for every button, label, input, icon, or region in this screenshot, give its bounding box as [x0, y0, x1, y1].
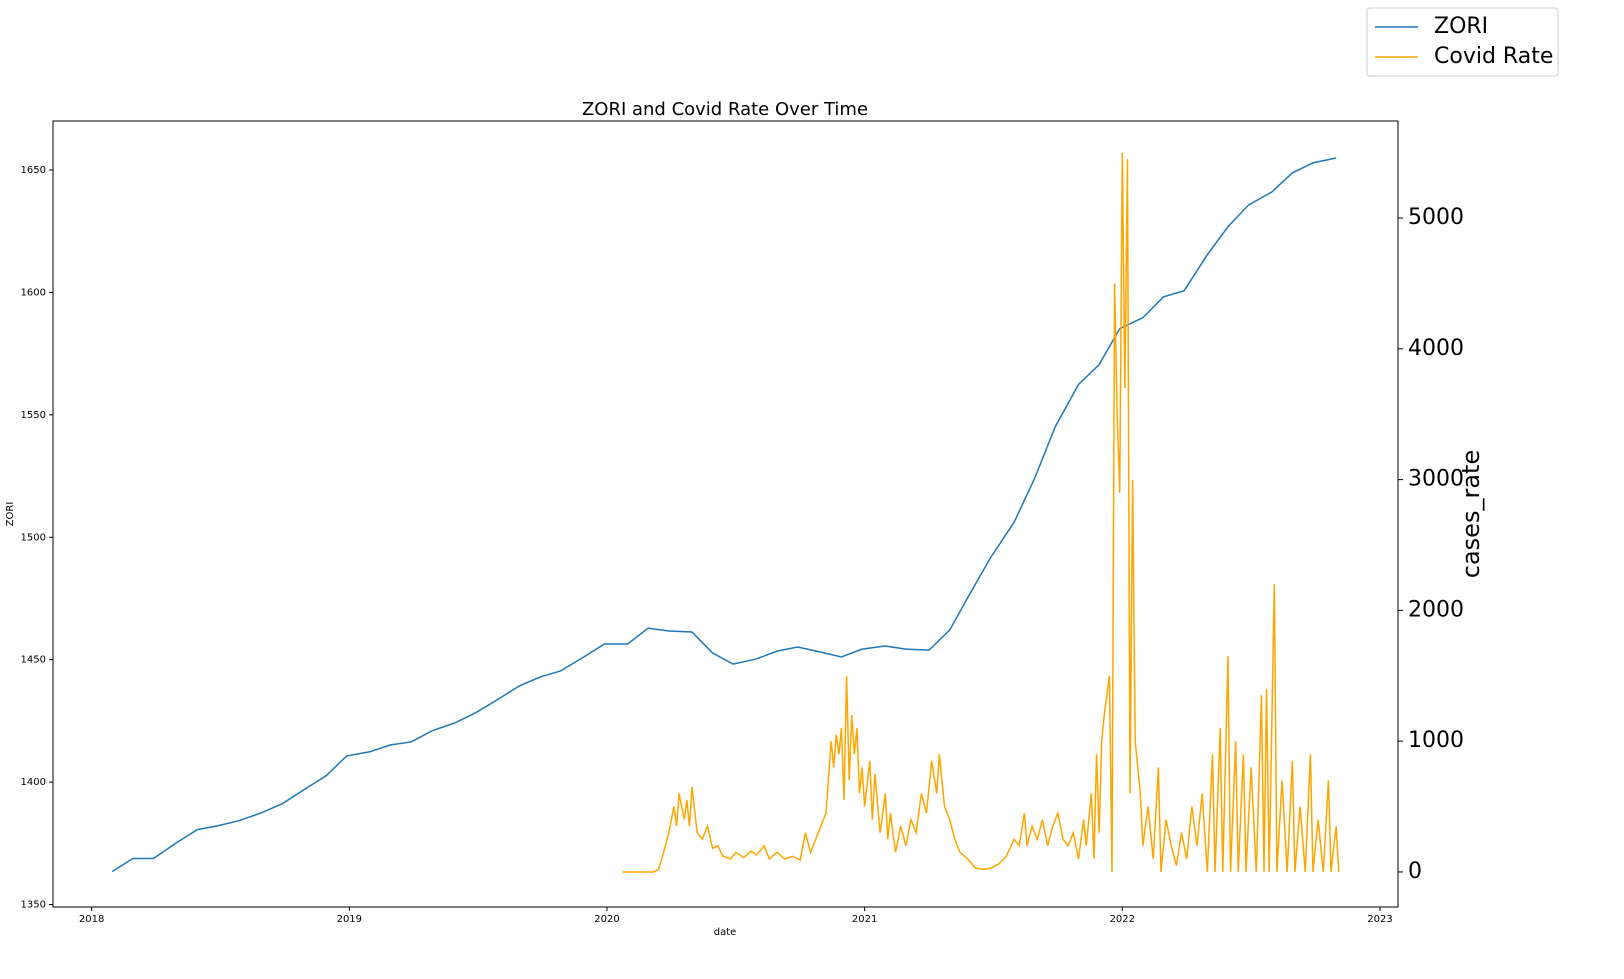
- y2-tick-label: 5000: [1408, 205, 1464, 230]
- y2-tick-label: 4000: [1408, 336, 1464, 361]
- x-axis-label: date: [714, 927, 737, 938]
- y-tick-label: 1450: [21, 655, 46, 666]
- x-tick-label: 2019: [337, 914, 362, 925]
- y2-tick-label: 3000: [1408, 467, 1464, 492]
- legend-label: Covid Rate: [1434, 44, 1553, 69]
- y-tick-label: 1350: [21, 900, 46, 911]
- x-tick-label: 2020: [594, 914, 619, 925]
- series-line: [622, 152, 1340, 873]
- y-tick-label: 1600: [21, 287, 46, 298]
- legend-label: ZORI: [1434, 14, 1488, 39]
- legend-box: [1366, 7, 1559, 77]
- chart-title: ZORI and Covid Rate Over Time: [582, 99, 868, 120]
- y-tick-label: 1500: [21, 532, 46, 543]
- x-tick-label: 2021: [852, 914, 877, 925]
- y-tick-label: 1550: [21, 410, 46, 421]
- y2-tick-label: 2000: [1408, 597, 1464, 622]
- x-tick-label: 2018: [79, 914, 104, 925]
- x-tick-label: 2023: [1367, 914, 1392, 925]
- y2-axis-label: cases_rate: [1457, 450, 1485, 578]
- x-tick-label: 2022: [1110, 914, 1135, 925]
- y-axis-label: ZORI: [5, 502, 16, 527]
- y-tick-label: 1650: [21, 165, 46, 176]
- y-tick-label: 1400: [21, 777, 46, 788]
- series-line: [111, 157, 1337, 873]
- y2-tick-label: 1000: [1408, 728, 1464, 753]
- plot-frame: [52, 120, 1399, 908]
- y2-tick-label: 0: [1408, 859, 1422, 884]
